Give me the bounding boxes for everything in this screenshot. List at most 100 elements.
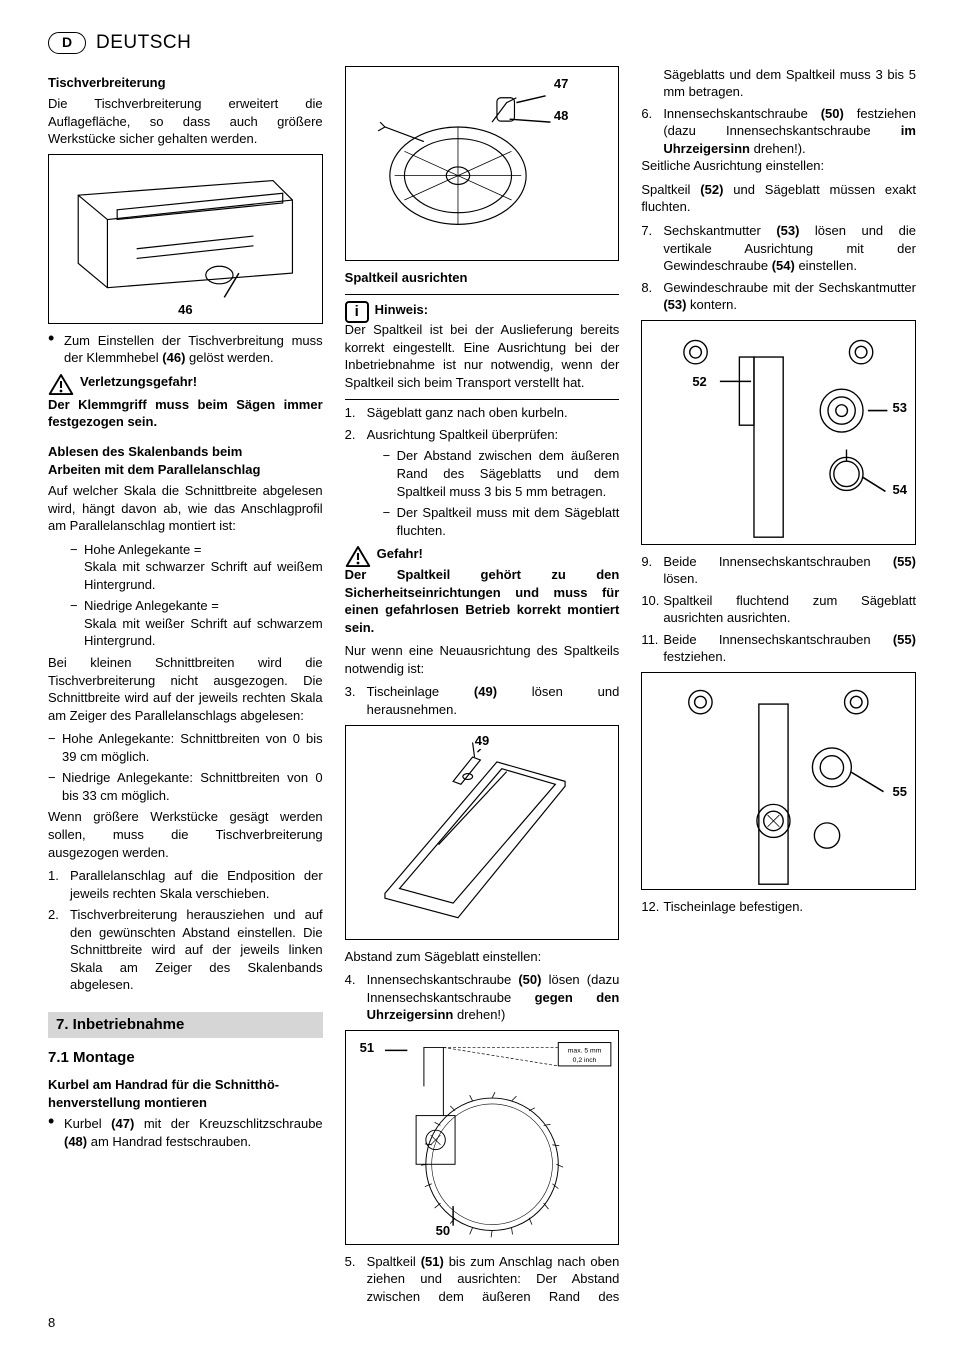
text: Gewindeschraube mit der Sechskantmutter: [663, 280, 916, 295]
ref-53: (53): [663, 297, 686, 312]
text: drehen!).: [750, 141, 806, 156]
numlist-spaltkeil: 1.Sägeblatt ganz nach oben kurbeln. 2.Au…: [345, 404, 620, 443]
text: Spaltkeil: [641, 182, 700, 197]
numlist-4: 4.Innensechskantschraube (50) lösen (daz…: [345, 971, 620, 1024]
warning-icon: [345, 545, 371, 568]
text: Parallelanschlag auf die Endposition der…: [70, 867, 323, 902]
heading-kurbel: Kurbel am Handrad für die Schnitthö- hen…: [48, 1076, 323, 1111]
label-55: 55: [893, 783, 907, 801]
warn-title: Verletzungsgefahr!: [80, 373, 323, 391]
text: gelöst werden.: [185, 350, 273, 365]
numlist-3: 3.Tischeinlage (49) lösen und herausnehm…: [345, 683, 620, 718]
inch-text: 0,2 inch: [572, 1057, 596, 1064]
bullet-list-46: •Zum Einstellen der Tischverbreitung mus…: [48, 332, 323, 367]
text: festziehen.: [663, 649, 726, 664]
text: Tischeinlage befestigen.: [663, 898, 916, 916]
ref-55: (55): [893, 632, 916, 647]
para-sp52: Spaltkeil (52) und Sägeblatt müssen exak…: [641, 181, 916, 216]
ref-49: (49): [474, 684, 497, 699]
heading-ablesen: Ablesen des Skalenbands beim Arbeiten mi…: [48, 443, 323, 478]
heading-tischverbreiterung: Tischverbreiterung: [48, 74, 323, 92]
locale-badge: D: [48, 32, 86, 54]
numlist-7-8: 7.Sechskantmutter (53) lösen und die ver…: [641, 222, 916, 314]
para-seitlich: Seitliche Ausrichtung einstellen:: [641, 157, 916, 175]
hint-title: Hinweis:: [375, 301, 620, 319]
hint-row: i Hinweis:: [345, 301, 620, 323]
page-header: D DEUTSCH: [48, 30, 916, 56]
bullet-kurbel: •Kurbel (47) mit der Kreuzschlitzschraub…: [48, 1115, 323, 1150]
info-icon: i: [345, 301, 369, 323]
ref-54: (54): [772, 258, 795, 273]
text: Sechskantmutter: [663, 223, 776, 238]
text: Hohe Anlegekante: Schnittbreiten von 0 b…: [62, 730, 323, 765]
danger-body: Der Spaltkeil gehört zu den Sicherheitse…: [345, 566, 620, 636]
text: Tischeinlage: [367, 684, 474, 699]
label-51: 51: [360, 1039, 374, 1057]
language-title: DEUTSCH: [96, 30, 191, 56]
label-47: 47: [554, 75, 568, 93]
ref-47: (47): [111, 1116, 134, 1131]
text: Innensechskantschraube: [663, 106, 820, 121]
text: drehen!): [453, 1007, 505, 1022]
text: Sägeblatt ganz nach oben kurbeln.: [367, 404, 620, 422]
ref-51: (51): [421, 1254, 444, 1269]
numlist-12: 12.Tischeinlage befestigen.: [641, 898, 916, 916]
text: Der Abstand zwischen dem äußeren Rand de…: [397, 447, 620, 500]
label-48: 48: [554, 107, 568, 125]
ref-48: (48): [64, 1134, 87, 1149]
dash-list-breiten: −Hohe Anlegekante: Schnittbreiten von 0 …: [48, 730, 323, 804]
para-skala: Auf welcher Skala die Schnittbreite abge…: [48, 482, 323, 535]
text: Niedrige Anlegekante: Schnittbreiten von…: [62, 769, 323, 804]
ref-53: (53): [776, 223, 799, 238]
figure-52-54: 52 53 54: [641, 320, 916, 545]
text: henverstellung montieren: [48, 1095, 207, 1110]
page-number: 8: [48, 1314, 55, 1332]
ref-46: (46): [162, 350, 185, 365]
label-50: 50: [436, 1222, 450, 1240]
para-tisch-intro: Die Tischverbreiterung erweitert die Auf…: [48, 95, 323, 148]
text: Spaltkeil: [367, 1254, 421, 1269]
hint-body: Der Spaltkeil ist bei der Auslieferung b…: [345, 321, 620, 391]
text: Skala mit weißer Schrift auf schwarzem H…: [84, 616, 323, 649]
text: kontern.: [686, 297, 737, 312]
dash-sub-spalt: −Der Abstand zwischen dem äußeren Rand d…: [345, 447, 620, 539]
text: Innensechskantschraube: [367, 972, 519, 987]
text: einstellen.: [795, 258, 857, 273]
text: mit der Kreuzschlitzschraube: [134, 1116, 322, 1131]
ref-55: (55): [893, 554, 916, 569]
para-gross: Wenn größere Werkstücke gesägt werden so…: [48, 808, 323, 861]
dash-list-anlegekante: −Hohe Anlegekante =Skala mit schwarzer S…: [48, 541, 323, 650]
warning-icon: [48, 373, 74, 396]
figure-49: 49: [345, 725, 620, 940]
separator: [345, 294, 620, 295]
danger-title: Gefahr!: [377, 545, 620, 563]
text: Arbeiten mit dem Parallelanschlag: [48, 462, 260, 477]
text: Beide Innensechskantschrauben: [663, 554, 893, 569]
text: Ablesen des Skalenbands beim: [48, 444, 242, 459]
text: am Handrad festschrauben.: [87, 1134, 251, 1149]
section-7: 7. Inbetriebnahme: [48, 1012, 323, 1038]
ref-50: (50): [518, 972, 541, 987]
max-text: max. 5 mm: [567, 1047, 601, 1054]
label-49: 49: [475, 732, 489, 750]
label-54: 54: [893, 481, 907, 499]
figure-47-48: 47 48: [345, 66, 620, 261]
text: Niedrige Anlegekante =: [84, 598, 219, 613]
figure-55: 55: [641, 672, 916, 890]
danger-row: Gefahr!: [345, 545, 620, 568]
text: Beide Innensechskantschrauben: [663, 632, 893, 647]
section-7-1: 7.1 Montage: [48, 1048, 323, 1068]
text: Kurbel am Handrad für die Schnitthö-: [48, 1077, 279, 1092]
text: Tischverbreiterung herausziehen und auf …: [70, 906, 323, 994]
para-nur: Nur wenn eine Neuausrichtung des Spaltke…: [345, 642, 620, 677]
text: Spaltkeil fluchtend zum Sägeblatt ausric…: [663, 592, 916, 627]
para-klein: Bei kleinen Schnittbreiten wird die Tisc…: [48, 654, 323, 724]
text: Der Spaltkeil muss mit dem Sägeblatt flu…: [397, 504, 620, 539]
para-abstand: Abstand zum Sägeblatt einstellen:: [345, 948, 620, 966]
heading-spaltkeil: Spaltkeil ausrichten: [345, 269, 620, 287]
label-53: 53: [893, 399, 907, 417]
numlist-9-11: 9.Beide Innensechskantschrauben (55) lös…: [641, 553, 916, 666]
text: Hohe Anlegekante =: [84, 542, 201, 557]
separator: [345, 399, 620, 400]
label-46: 46: [178, 301, 192, 319]
